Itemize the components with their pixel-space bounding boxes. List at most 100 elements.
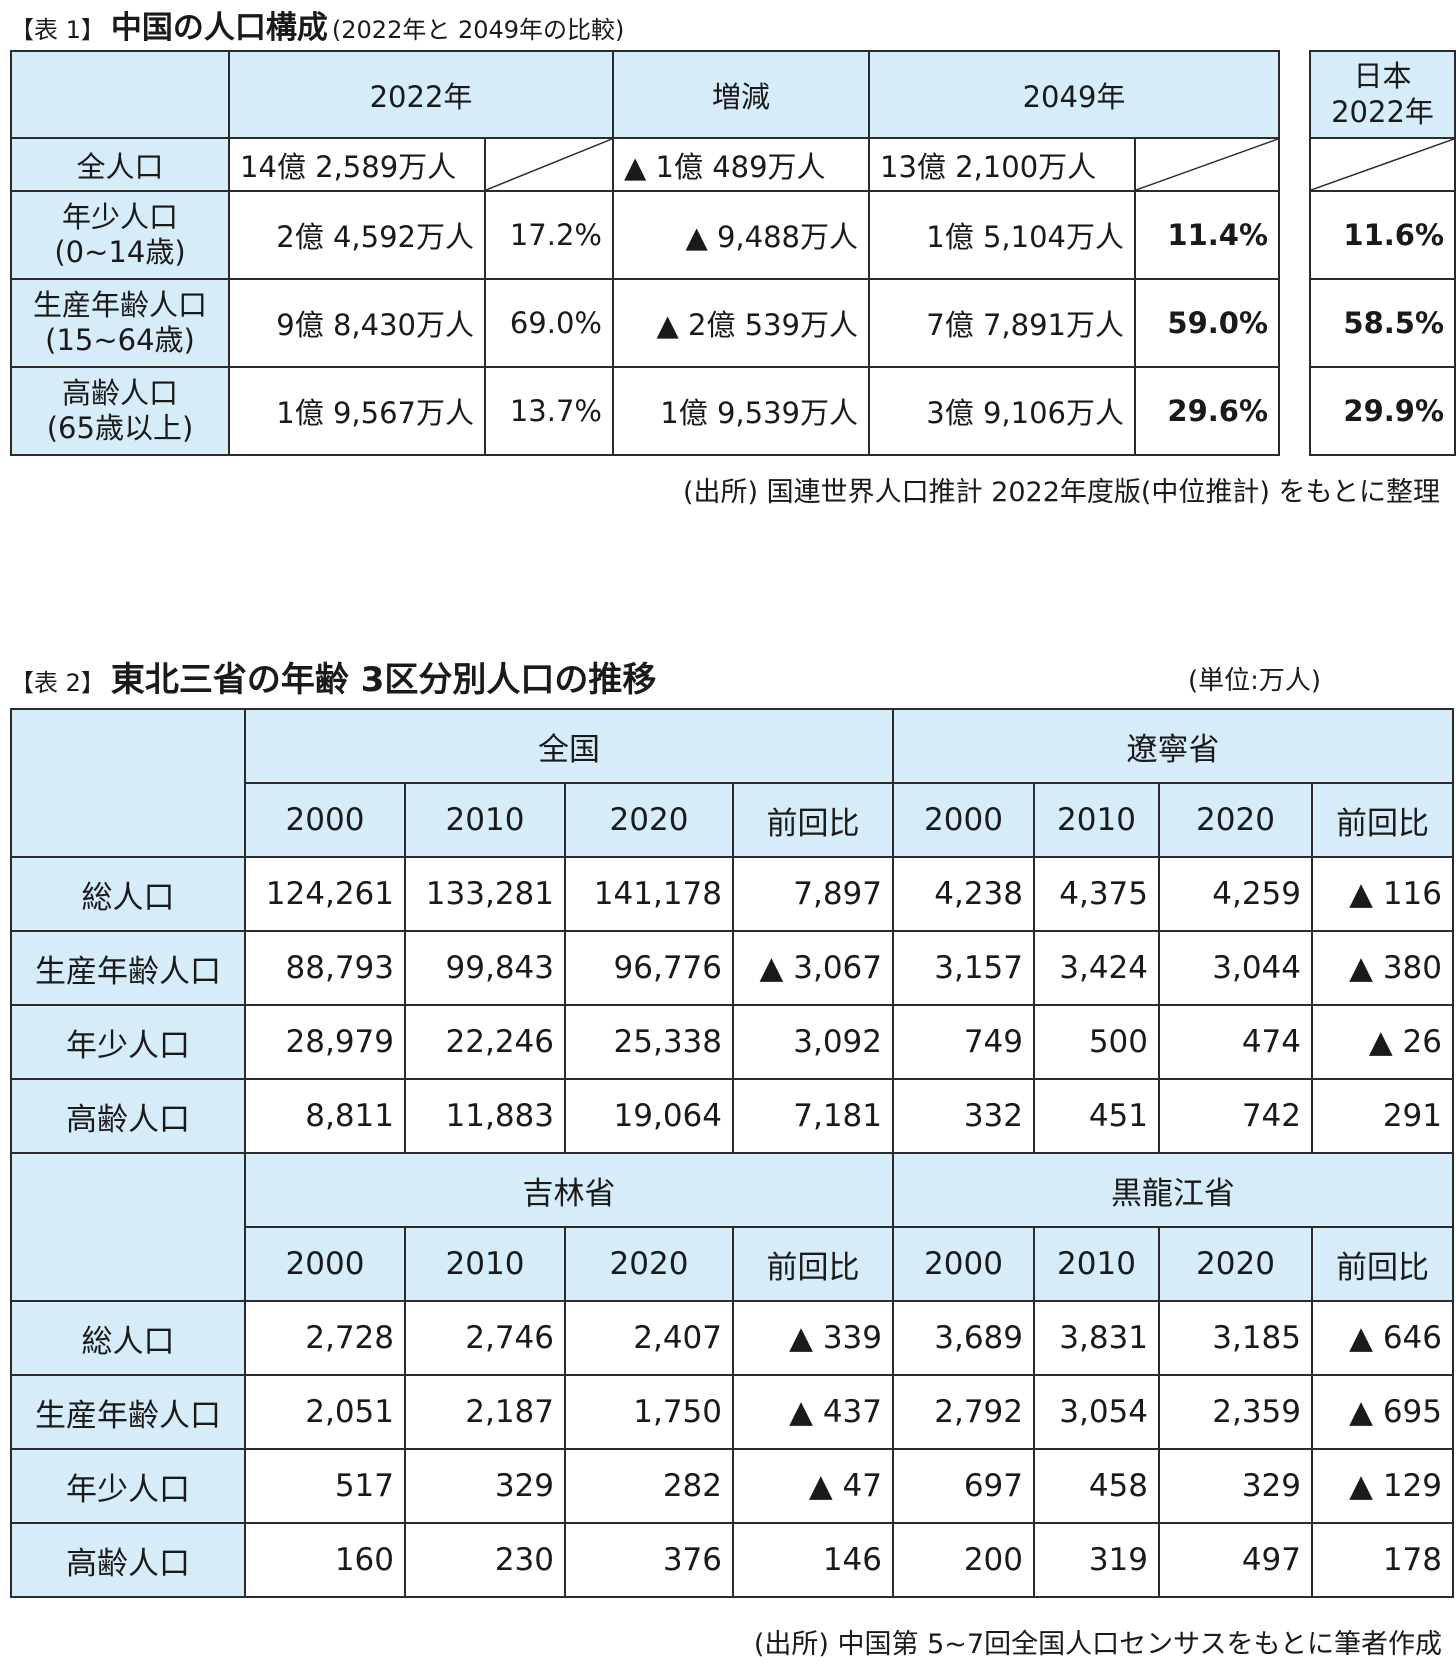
table-cell: 451 (1033, 1078, 1160, 1154)
table-cell: 178 (1311, 1522, 1454, 1598)
table1-source-note: (出所) 国連世界人口推計 2022年度版(中位推計) をもとに整理 (682, 477, 1440, 508)
table-cell: 329 (1158, 1448, 1313, 1524)
table-row: 高齢人口 8,811 11,883 19,064 7,181 332 451 742 291 (10, 1078, 1454, 1154)
table-cell: 2,792 (892, 1374, 1035, 1450)
table-row: 年少人口 (0~14歳) 2億 4,592万人 17.2% ▲ 9,488万人 1… (10, 190, 1280, 280)
total-change-value: ▲ 1億 489万人 (612, 137, 870, 192)
table-cell: 4,259 (1158, 856, 1313, 932)
table-cell: 146 (732, 1522, 894, 1598)
table-cell: 124,261 (244, 856, 406, 932)
table1-main-title: 中国の人口構成 (110, 10, 328, 46)
row-label: 年少人口 (10, 1448, 246, 1524)
table-cell: 230 (404, 1522, 566, 1598)
table-cell: 497 (1158, 1522, 1313, 1598)
table-cell: 11,883 (404, 1078, 566, 1154)
row-label: 高齢人口 (10, 1078, 246, 1154)
table-cell: 2,051 (244, 1374, 406, 1450)
table1-corner-cell (10, 50, 230, 139)
table1-label: 【表 1】 (10, 16, 105, 44)
row-label: 年少人口 (10, 1004, 246, 1080)
header-2049: 2049年 (868, 50, 1280, 139)
row-label-working: 生産年齢人口 (15~64歳) (10, 278, 230, 368)
table-cell: 141,178 (564, 856, 734, 932)
row-label: 総人口 (10, 856, 246, 932)
table-row: 高齢人口 160 230 376 146 200 319 497 178 (10, 1522, 1454, 1598)
table1-total-row: 全人口 14億 2,589万人 ▲ 1億 489万人 13億 2,100万人 (10, 137, 1280, 192)
header-japan-2022: 日本 2022年 (1309, 50, 1456, 139)
diagonal-empty-cell (1309, 137, 1456, 192)
table1-title: 【表 1】 中国の人口構成 (2022年と 2049年の比較) (10, 2, 624, 46)
year-header: 2020 (564, 782, 734, 858)
region-header-right: 黒龍江省 (892, 1152, 1454, 1228)
elderly-2022-share: 13.7% (484, 366, 614, 456)
elderly-2049-value: 3億 9,106万人 (868, 366, 1136, 456)
table-cell: 319 (1033, 1522, 1160, 1598)
row-label: 生産年齢人口 (10, 930, 246, 1006)
working-2022-share: 69.0% (484, 278, 614, 368)
table-cell: 376 (564, 1522, 734, 1598)
working-2049-share: 59.0% (1134, 278, 1280, 368)
table2-source-note: (出所) 中国第 5~7回全国人口センサスをもとに筆者作成 (753, 1629, 1442, 1660)
diagonal-empty-cell (484, 137, 614, 192)
year-header: 2020 (1158, 782, 1313, 858)
table1-subtitle: (2022年と 2049年の比較) (331, 16, 625, 44)
table-cell: ▲ 3,067 (732, 930, 894, 1006)
youth-2049-share: 11.4% (1134, 190, 1280, 280)
table1-header-row: 2022年 増減 2049年 (10, 50, 1280, 139)
japan-working-share: 58.5% (1309, 278, 1456, 368)
youth-2022-share: 17.2% (484, 190, 614, 280)
unit-note: (単位:万人) (1188, 666, 1322, 696)
row-label-youth: 年少人口 (0~14歳) (10, 190, 230, 280)
table-cell: 7,897 (732, 856, 894, 932)
row-label-total: 全人口 (10, 137, 230, 192)
table-cell: ▲ 695 (1311, 1374, 1454, 1450)
table-cell: 1,750 (564, 1374, 734, 1450)
table-cell: 3,044 (1158, 930, 1313, 1006)
year-header: 前回比 (732, 1226, 894, 1302)
table-row: 総人口 2,728 2,746 2,407 ▲ 339 3,689 3,831 3,185 ▲ … (10, 1300, 1454, 1376)
table-cell: ▲ 646 (1311, 1300, 1454, 1376)
working-2022-value: 9億 8,430万人 (228, 278, 486, 368)
year-header: 2020 (1158, 1226, 1313, 1302)
china-population-table: 2022年 増減 2049年 全人口 14億 2,589万人 ▲ 1億 489万… (10, 50, 1280, 456)
table-cell: ▲ 116 (1311, 856, 1454, 932)
row-label: 総人口 (10, 1300, 246, 1376)
region-header-left: 全国 (244, 708, 894, 784)
year-header: 2010 (1033, 1226, 1160, 1302)
table-cell: ▲ 380 (1311, 930, 1454, 1006)
region-header-left: 吉林省 (244, 1152, 894, 1228)
table-cell: 200 (892, 1522, 1035, 1598)
table-row: 総人口 124,261 133,281 141,178 7,897 4,238 4,375 4… (10, 856, 1454, 932)
table-cell: 749 (892, 1004, 1035, 1080)
table2-corner-cell (10, 1152, 246, 1302)
total-2049-value: 13億 2,100万人 (868, 137, 1136, 192)
table-cell: ▲ 129 (1311, 1448, 1454, 1524)
table-cell: 88,793 (244, 930, 406, 1006)
header-2022: 2022年 (228, 50, 614, 139)
table-cell: 133,281 (404, 856, 566, 932)
table-cell: 517 (244, 1448, 406, 1524)
japan-population-table: 日本 2022年 11.6% 58.5% 29.9% (1309, 50, 1456, 456)
table-row: 年少人口 517 329 282 ▲ 47 697 458 329 ▲ 129 (10, 1448, 1454, 1524)
table2-label: 【表 2】 (10, 669, 105, 697)
year-header: 前回比 (1311, 1226, 1454, 1302)
elderly-2049-share: 29.6% (1134, 366, 1280, 456)
working-2049-value: 7億 7,891万人 (868, 278, 1136, 368)
japan-youth-share: 11.6% (1309, 190, 1456, 280)
table-cell: 697 (892, 1448, 1035, 1524)
year-header: 2000 (244, 1226, 406, 1302)
row-label: 生産年齢人口 (10, 1374, 246, 1450)
table-cell: 4,375 (1033, 856, 1160, 932)
table-cell: 500 (1033, 1004, 1160, 1080)
table-cell: 96,776 (564, 930, 734, 1006)
table-cell: 291 (1311, 1078, 1454, 1154)
northeast-provinces-table: 全国 遼寧省 2000 2010 2020 前回比 2000 2010 2020 前回比 総人口 12… (10, 708, 1454, 1598)
year-header-row: 2000 2010 2020 前回比 2000 2010 2020 前回比 (11, 782, 1454, 858)
table-cell: 4,238 (892, 856, 1035, 932)
youth-change-value: ▲ 9,488万人 (612, 190, 870, 280)
table-cell: 8,811 (244, 1078, 406, 1154)
table-row: 年少人口 28,979 22,246 25,338 3,092 749 500 474 ▲ 26 (10, 1004, 1454, 1080)
table-cell: 332 (892, 1078, 1035, 1154)
table-cell: 2,359 (1158, 1374, 1313, 1450)
year-header: 2020 (564, 1226, 734, 1302)
